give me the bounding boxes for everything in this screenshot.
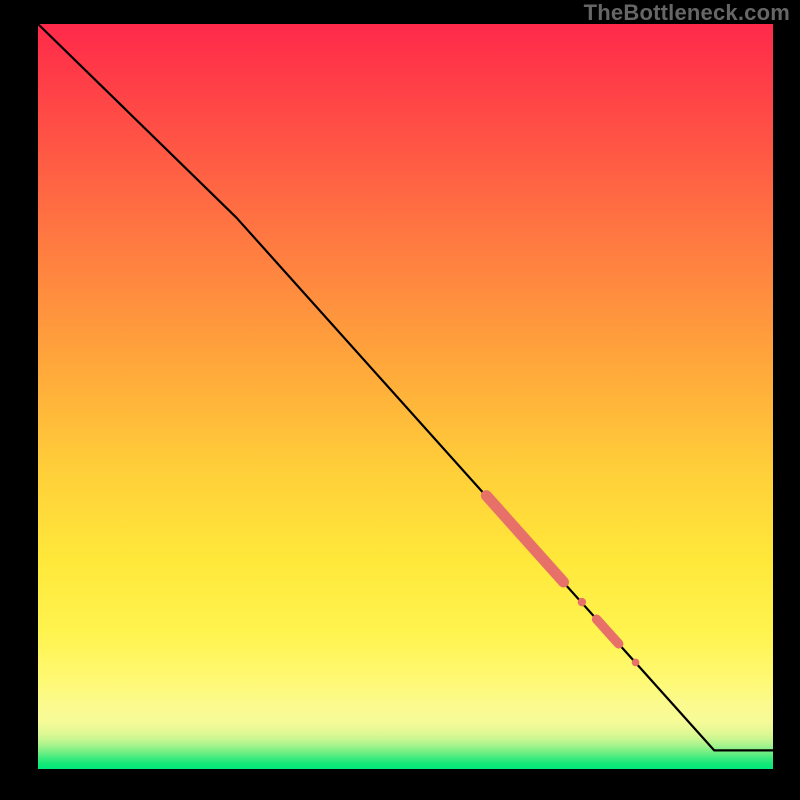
plot-area (38, 24, 773, 769)
highlight-segment-2 (597, 619, 619, 644)
chart-overlay (38, 24, 773, 769)
watermark-text: TheBottleneck.com (584, 0, 790, 26)
highlight-dot-1 (578, 598, 586, 606)
chart-root: { "canvas": { "width": 800, "height": 80… (0, 0, 800, 800)
highlight-dot-3 (632, 659, 640, 667)
main-line (38, 24, 773, 750)
highlight-segment-0 (486, 496, 563, 582)
